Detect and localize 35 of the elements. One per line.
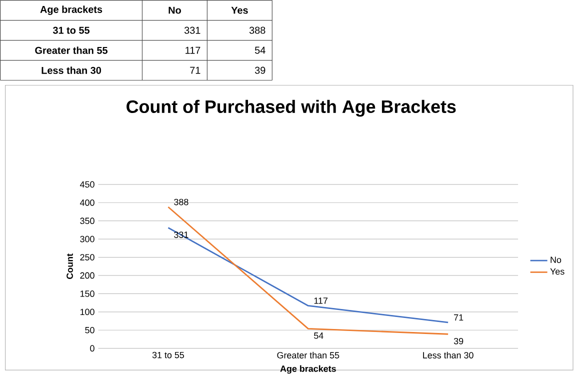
x-tick-label: 31 to 55 (152, 352, 184, 358)
text: 331 (184, 26, 200, 34)
y-tick-label: 400 (80, 199, 94, 206)
x-tick-label: Less than 30 (423, 352, 474, 358)
legend-label: Yes (550, 268, 564, 275)
y-tick-label: 250 (80, 254, 94, 260)
data-label: 388 (174, 198, 188, 206)
data-label: 54 (314, 332, 324, 339)
category-label: Less than 30 (42, 66, 102, 74)
legend-label: No (550, 256, 562, 263)
category-label: Greater than 55 (35, 46, 108, 54)
y-tick-label: 200 (80, 272, 94, 279)
data-label: 39 (454, 338, 464, 344)
y-tick-label: 150 (80, 290, 94, 297)
y-tick-label: 350 (80, 218, 94, 224)
y-tick-label: 450 (80, 181, 94, 188)
x-tick-label: Greater than 55 (277, 352, 340, 358)
y-axis-title: Count (66, 254, 73, 279)
data-label: 117 (314, 298, 328, 304)
x-axis-title: Age brackets (280, 365, 336, 374)
chart-title: Count of Purchased with Age Brackets (126, 100, 456, 117)
text: 388 (249, 26, 266, 34)
y-tick-label: 0 (90, 345, 94, 352)
data-label: 71 (454, 314, 464, 321)
text: 71 (190, 66, 200, 74)
y-tick-label: 300 (80, 236, 94, 242)
y-tick-label: 100 (80, 308, 94, 316)
text: 117 (186, 46, 200, 54)
text: 54 (254, 46, 266, 54)
text: Age brackets (40, 6, 102, 15)
text: 39 (254, 66, 266, 74)
text: Yes (231, 6, 248, 14)
y-tick-label: 50 (85, 326, 94, 334)
category-label: 31 to 55 (52, 26, 90, 34)
text: No (168, 6, 181, 14)
